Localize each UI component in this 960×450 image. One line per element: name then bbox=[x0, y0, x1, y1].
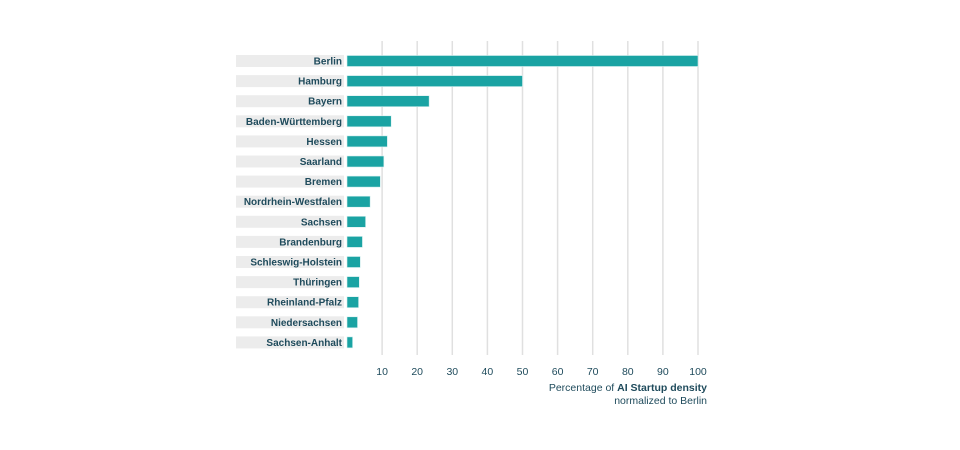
bar-niedersachsen bbox=[346, 316, 358, 329]
x-tick-label: 60 bbox=[552, 366, 564, 378]
category-label-background bbox=[236, 75, 344, 88]
x-axis-subtitle: normalized to Berlin bbox=[614, 395, 707, 407]
category-label: Hessen bbox=[306, 137, 342, 148]
bar-saarland bbox=[346, 155, 385, 168]
bar-rheinland-pfalz bbox=[346, 296, 359, 309]
category-label: Thüringen bbox=[293, 278, 342, 289]
x-tick-label: 20 bbox=[411, 366, 423, 378]
bar-brandenburg bbox=[346, 236, 363, 248]
x-tick-label: 90 bbox=[657, 366, 669, 378]
category-label-background bbox=[236, 316, 344, 329]
category-label: Bayern bbox=[308, 97, 342, 108]
x-tick-label: 30 bbox=[446, 366, 458, 378]
bar-hamburg bbox=[346, 75, 523, 87]
x-tick-label: 70 bbox=[587, 366, 599, 378]
category-label-background bbox=[236, 115, 344, 128]
category-label: Niedersachsen bbox=[271, 318, 342, 329]
category-label-background bbox=[236, 276, 344, 289]
category-label-background bbox=[236, 256, 344, 268]
x-tick-label: 100 bbox=[689, 366, 707, 378]
category-label: Saarland bbox=[300, 157, 342, 168]
x-axis-title-prefix: Percentage of bbox=[548, 382, 618, 394]
category-label: Rheinland-Pfalz bbox=[267, 298, 342, 309]
bar-baden-w-rttemberg bbox=[346, 115, 392, 128]
bar-bremen bbox=[346, 175, 381, 188]
bar-schleswig-holstein bbox=[346, 256, 361, 268]
bar-bayern bbox=[346, 95, 430, 107]
x-tick-label: 50 bbox=[517, 366, 529, 378]
category-label-background bbox=[236, 95, 344, 108]
category-label: Hamburg bbox=[298, 77, 342, 88]
category-label-background bbox=[236, 135, 344, 148]
bar-th-ringen bbox=[346, 276, 360, 288]
category-label: Brandenburg bbox=[279, 237, 342, 248]
bar-sachsen-anhalt bbox=[346, 336, 353, 349]
category-label: Berlin bbox=[314, 57, 342, 68]
category-label-background bbox=[236, 155, 344, 168]
category-label: Nordrhein-Westfalen bbox=[244, 197, 342, 208]
category-label: Sachsen-Anhalt bbox=[266, 338, 342, 349]
x-tick-label: 80 bbox=[622, 366, 634, 378]
category-label: Baden-Württemberg bbox=[246, 117, 342, 128]
x-tick-label: 10 bbox=[376, 366, 388, 378]
bar-berlin bbox=[346, 55, 699, 67]
x-tick-label: 40 bbox=[482, 366, 494, 378]
category-label-background bbox=[236, 55, 344, 67]
bar-hessen bbox=[346, 135, 388, 148]
category-label-background bbox=[236, 195, 344, 208]
x-axis-title-bold: AI Startup density bbox=[617, 382, 707, 394]
bar-sachsen bbox=[346, 216, 366, 228]
category-label-background bbox=[236, 336, 344, 349]
category-label-background bbox=[236, 215, 344, 228]
category-label-background bbox=[236, 235, 344, 248]
category-label: Schleswig-Holstein bbox=[250, 258, 342, 269]
x-axis-title: Percentage of AI Startup density bbox=[549, 382, 707, 394]
category-label: Sachsen bbox=[301, 217, 342, 228]
bar-nordrhein-westfalen bbox=[346, 195, 371, 208]
category-label-background bbox=[236, 175, 344, 188]
category-label-background bbox=[236, 296, 344, 309]
category-label: Bremen bbox=[305, 177, 342, 188]
